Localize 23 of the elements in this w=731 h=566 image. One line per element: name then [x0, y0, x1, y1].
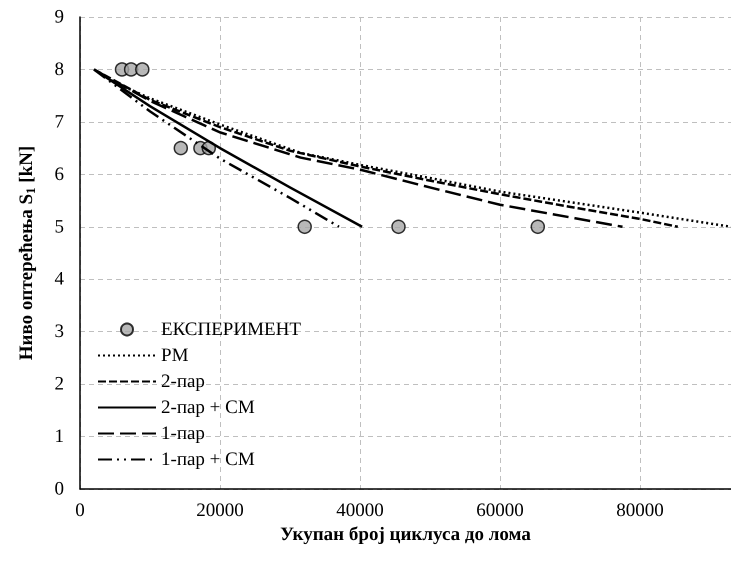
x-axis-title: Укупан број циклуса до лома — [280, 524, 532, 545]
y-axis-title: Ниво оптерећења S1 [kN] — [16, 146, 38, 360]
x-tick-label: 20000 — [196, 500, 244, 521]
y-tick-label: 1 — [54, 426, 64, 448]
legend-label: 1-пар — [161, 423, 205, 444]
x-tick-label: 80000 — [616, 500, 664, 521]
y-tick-label: 9 — [54, 6, 64, 28]
legend-label: 2-пар — [161, 371, 205, 392]
y-tick-label: 4 — [54, 268, 64, 290]
x-tick-label: 60000 — [476, 500, 524, 521]
y-tick-label: 0 — [54, 478, 64, 500]
y-tick-label: 2 — [54, 374, 64, 395]
x-tick-label: 40000 — [336, 500, 384, 521]
x-tick-label: 0 — [75, 500, 85, 521]
legend-label: PM — [161, 345, 189, 366]
legend-label: ЕКСПЕРИМЕНТ — [161, 319, 302, 340]
y-tick-label: 8 — [54, 58, 64, 80]
legend-label: 2-пар + CM — [161, 397, 255, 418]
y-tick-label: 3 — [54, 321, 64, 342]
y-tick-label: 7 — [54, 111, 64, 132]
y-tick-label: 5 — [54, 216, 64, 238]
legend-label: 1-пар + CM — [161, 449, 255, 470]
y-tick-label: 6 — [54, 164, 64, 185]
